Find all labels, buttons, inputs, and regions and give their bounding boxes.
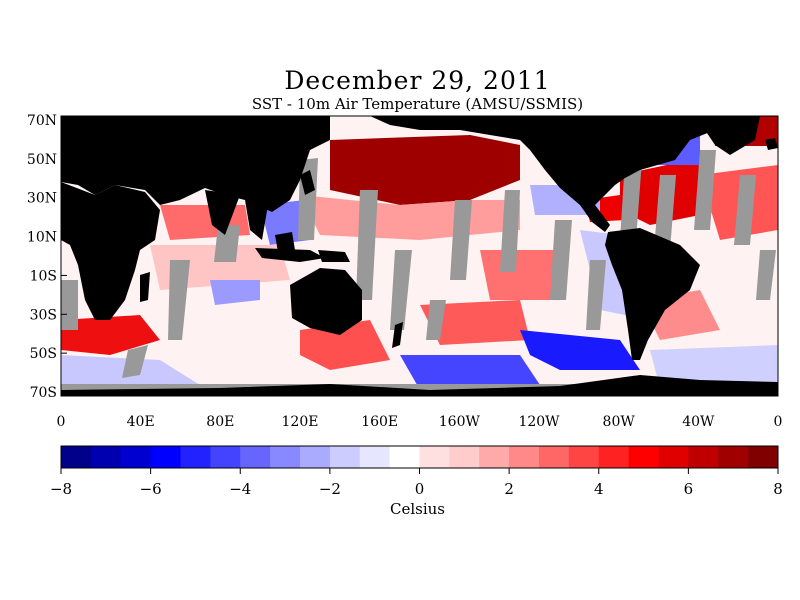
colorbar-swatch (61, 446, 92, 468)
land-africa (61, 182, 160, 320)
colorbar-swatch (270, 446, 301, 468)
colorbar-swatch (120, 446, 152, 468)
latitude-label: 10S (30, 268, 57, 284)
colorbar-tick-label: 2 (504, 480, 514, 498)
land-south-america (605, 228, 700, 360)
colorbar-swatch (180, 446, 211, 468)
colorbar-swatch (509, 446, 540, 468)
tasman-warm-region (300, 320, 390, 370)
latitude-label: 10N (27, 230, 57, 246)
land-masses (61, 116, 778, 396)
colorbar-swatch (419, 446, 450, 468)
colorbar-tick-label: −8 (50, 480, 72, 498)
colorbar-swatch (748, 446, 779, 468)
longitude-label: 160W (439, 414, 481, 430)
land-greenland (700, 116, 760, 155)
colorbar-swatch (598, 446, 630, 468)
colorbar-units-label: Celsius (389, 500, 445, 518)
longitude-label: 80E (206, 414, 234, 430)
colorbar-swatch (329, 446, 361, 468)
map-title: December 29, 2011 (284, 66, 551, 95)
colorbar-swatch (449, 446, 480, 468)
land-japan (300, 170, 315, 195)
longitude-label: 120W (518, 414, 560, 430)
land-borneo (275, 232, 295, 252)
colorbar-swatch (479, 446, 510, 468)
south-pacific-warm-region (420, 300, 530, 345)
land-iceland (765, 138, 778, 150)
indian-ocean-cool-patch (210, 280, 260, 305)
colorbar-tick-label: 6 (684, 480, 694, 498)
eastern-pacific-warm-region (480, 250, 560, 300)
latitude-label: 30S (30, 307, 57, 323)
land-north-america (370, 116, 715, 205)
colorbar-swatch (628, 446, 659, 468)
southern-ocean-cool-region (400, 355, 540, 390)
land-india (205, 190, 240, 235)
colorbar-swatch (389, 446, 420, 468)
longitude-label: 40W (682, 414, 715, 430)
longitude-axis: 0 40E 80E 120E 160E 160W 120W 80W 40W 0 (57, 389, 783, 430)
longitude-label: 0 (774, 414, 783, 430)
latitude-label: 70N (27, 113, 57, 129)
colorbar-swatch (539, 446, 570, 468)
latitude-axis: 70N 50N 30N 10N 10S 30S 50S 70S (27, 113, 67, 401)
north-pacific-warm-region (330, 135, 520, 205)
map-plot-area (61, 116, 778, 396)
southern-ocean-cool-east (650, 345, 778, 388)
land-antarctica (61, 375, 778, 396)
colorbar-swatch (300, 446, 331, 468)
colorbar-tick-label: −6 (140, 480, 162, 498)
land-new-zealand (392, 322, 403, 348)
south-pacific-cool-region (520, 330, 640, 370)
longitude-label: 160E (361, 414, 398, 430)
longitude-label: 80W (603, 414, 636, 430)
colorbar-swatch (688, 446, 719, 468)
latitude-label: 50S (30, 346, 57, 362)
colorbar-tick-label: −4 (229, 480, 251, 498)
land-southeast-asia (245, 200, 268, 240)
colorbar-swatch (359, 446, 391, 468)
colorbar-ticks: −8 −6 −4 −2 0 2 4 6 8 (50, 468, 783, 498)
colorbar-swatch (718, 446, 749, 468)
land-australia (290, 268, 362, 335)
latitude-label: 30N (27, 191, 57, 207)
colorbar-swatch (658, 446, 689, 468)
south-atlantic-warm-region (61, 315, 160, 355)
land-new-guinea (318, 250, 350, 262)
land-madagascar (140, 272, 150, 302)
colorbar-swatch (210, 446, 241, 468)
colorbar-swatch (240, 446, 271, 468)
colorbar-swatch (90, 446, 122, 468)
colorbar-tick-label: 4 (594, 480, 604, 498)
longitude-label: 120E (282, 414, 319, 430)
colorbar-tick-label: −2 (319, 480, 341, 498)
colorbar-tick-label: 0 (415, 480, 425, 498)
land-eurasia (61, 116, 330, 212)
longitude-label: 40E (127, 414, 155, 430)
latitude-label: 70S (30, 385, 57, 401)
land-central-america (580, 205, 610, 232)
map-subtitle: SST - 10m Air Temperature (AMSU/SSMIS) (251, 95, 584, 113)
latitude-label: 50N (27, 152, 57, 168)
longitude-label: 0 (57, 414, 66, 430)
colorbar-swatch (568, 446, 600, 468)
land-indonesia (255, 248, 325, 262)
colorbar-swatch (150, 446, 181, 468)
colorbar-tick-label: 8 (773, 480, 783, 498)
colorbar (60, 445, 779, 469)
